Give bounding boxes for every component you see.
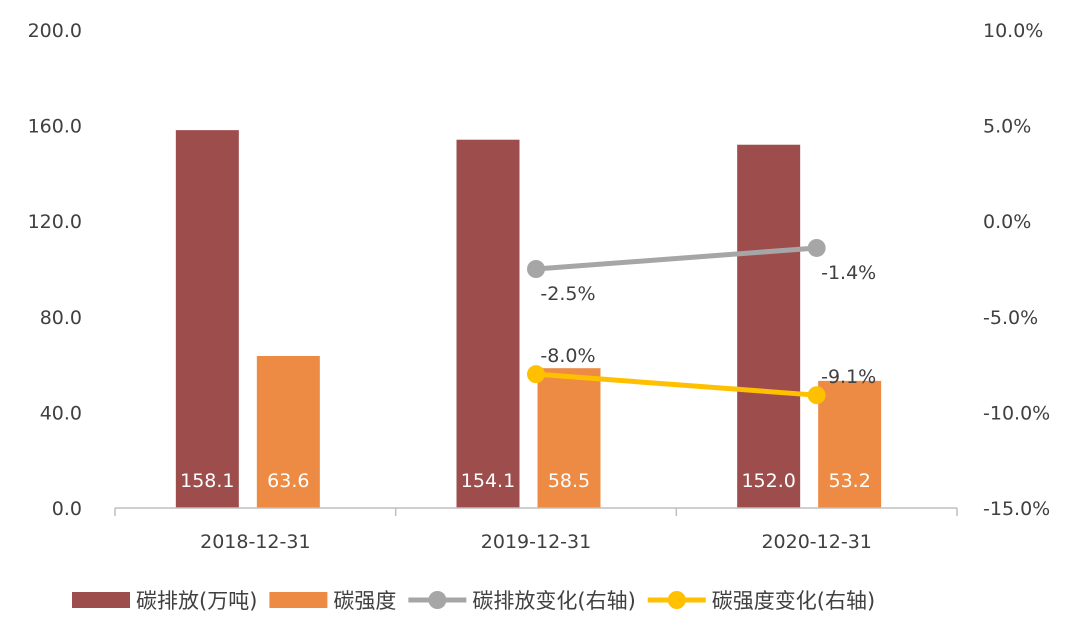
data-labels: 158.1 154.1 152.0 63.6 58.5 53.2 -2.5% -1.4% -8.… (180, 262, 876, 492)
line-data-label: -1.4% (821, 262, 876, 284)
legend-label: 碳强度变化(右轴) (712, 589, 875, 613)
x-axis: 2018-12-31 2019-12-31 2020-12-31 (114, 507, 958, 553)
right-tick-label: 5.0% (983, 116, 1031, 138)
left-tick-label: 0.0 (52, 498, 82, 520)
legend-swatch (269, 592, 328, 608)
bar (175, 130, 239, 509)
line-point (807, 238, 826, 257)
bar-data-label: 158.1 (180, 470, 234, 492)
line-point (527, 365, 545, 384)
legend-label: 碳排放(万吨) (136, 589, 257, 613)
bar (537, 368, 601, 508)
right-tick-label: -15.0% (983, 498, 1050, 520)
left-axis-ticks: 0.0 40.0 80.0 120.0 160.0 200.0 (28, 20, 82, 520)
bar-data-label: 63.6 (267, 470, 309, 492)
left-tick-label: 200.0 (28, 20, 82, 42)
legend-label: 碳强度 (333, 589, 396, 613)
lines (527, 238, 826, 405)
bar (737, 144, 801, 508)
bar-data-label: 53.2 (829, 470, 871, 492)
legend-swatch-marker (428, 591, 447, 609)
legend-swatch (72, 592, 130, 608)
legend: 碳排放(万吨) 碳强度 碳排放变化(右轴) 碳强度变化(右轴) (72, 589, 875, 613)
bar-data-label: 154.1 (461, 470, 515, 492)
left-tick-label: 80.0 (40, 307, 82, 329)
line-data-label: -9.1% (821, 366, 876, 388)
legend-label: 碳排放变化(右轴) (472, 589, 635, 613)
left-tick-label: 40.0 (40, 402, 82, 424)
bar-data-label: 58.5 (548, 470, 590, 492)
left-tick-label: 120.0 (28, 211, 82, 233)
bar (256, 355, 320, 508)
category-label: 2018-12-31 (200, 531, 310, 553)
bar (456, 139, 520, 509)
bars (175, 130, 882, 509)
category-label: 2019-12-31 (481, 531, 591, 553)
bar (818, 380, 882, 508)
line-data-label: -2.5% (540, 283, 595, 305)
right-tick-label: 10.0% (983, 20, 1043, 42)
right-tick-label: -5.0% (983, 307, 1038, 329)
line-data-label: -8.0% (540, 345, 595, 367)
line-point (807, 386, 826, 405)
right-tick-label: 0.0% (983, 211, 1031, 233)
series-line (535, 371, 817, 398)
right-tick-label: -10.0% (983, 402, 1050, 424)
bar-data-label: 152.0 (741, 470, 795, 492)
series-line (535, 245, 817, 272)
left-tick-label: 160.0 (28, 116, 82, 138)
category-label: 2020-12-31 (761, 531, 871, 553)
right-axis-ticks: -15.0% -10.0% -5.0% 0.0% 5.0% 10.0% (983, 20, 1050, 520)
line-point (527, 260, 545, 278)
legend-swatch-marker (667, 591, 686, 609)
